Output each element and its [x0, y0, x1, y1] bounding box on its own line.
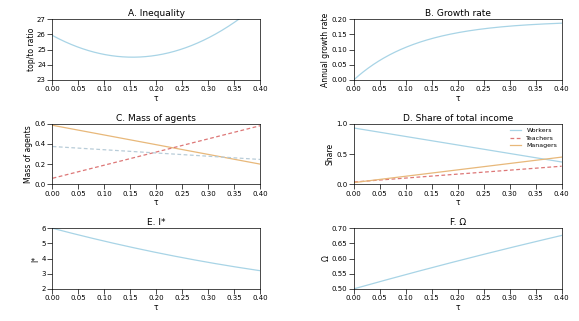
- X-axis label: τ: τ: [456, 198, 460, 207]
- Y-axis label: Ω: Ω: [321, 256, 330, 262]
- X-axis label: τ: τ: [154, 198, 158, 207]
- Y-axis label: Share: Share: [326, 143, 335, 165]
- Y-axis label: I*: I*: [31, 256, 40, 262]
- Title: A. Inequality: A. Inequality: [127, 10, 185, 19]
- Title: B. Growth rate: B. Growth rate: [424, 10, 490, 19]
- Title: F. Ω: F. Ω: [449, 218, 466, 227]
- Legend: Workers, Teachers, Managers: Workers, Teachers, Managers: [509, 127, 559, 149]
- Title: E. I*: E. I*: [147, 218, 166, 227]
- Y-axis label: top/to ratio: top/to ratio: [27, 28, 35, 71]
- X-axis label: τ: τ: [456, 302, 460, 312]
- Title: D. Share of total income: D. Share of total income: [402, 114, 513, 123]
- Title: C. Mass of agents: C. Mass of agents: [116, 114, 196, 123]
- X-axis label: τ: τ: [456, 94, 460, 103]
- Y-axis label: Mass of agents: Mass of agents: [24, 125, 33, 183]
- X-axis label: τ: τ: [154, 302, 158, 312]
- Y-axis label: Annual growth rate: Annual growth rate: [321, 13, 330, 87]
- X-axis label: τ: τ: [154, 94, 158, 103]
